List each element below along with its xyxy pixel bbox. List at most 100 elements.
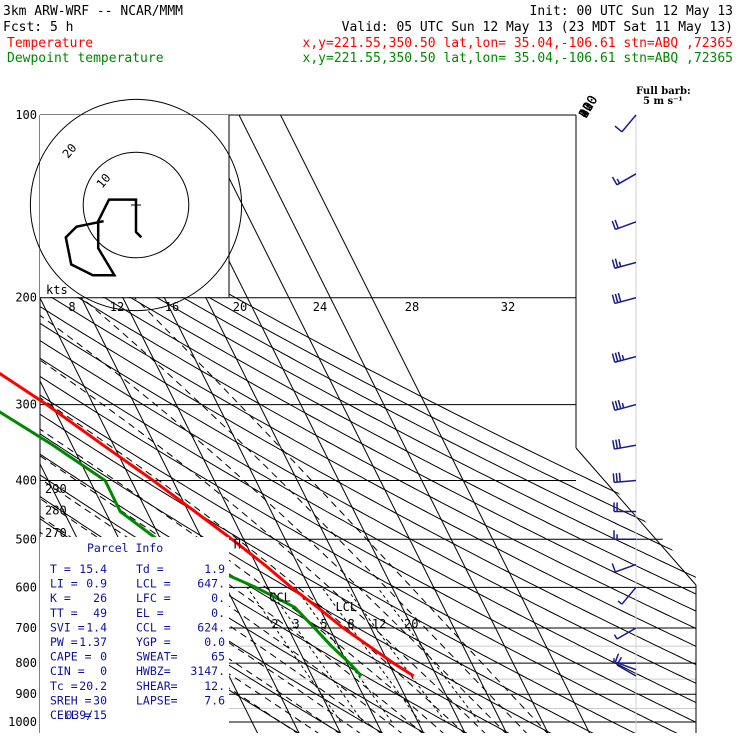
parcel-row-2-cell-3: 0. (211, 591, 225, 605)
hodograph-inset: 10 20 (29, 98, 243, 312)
parcel-row-0-cell-1: 15.4 (79, 562, 107, 576)
speed-label-28: 28 (405, 300, 419, 314)
dry-adiabat-460 (40, 115, 696, 733)
pressure-label-400: 400 (15, 473, 37, 487)
theta-left-label-280: 280 (45, 504, 67, 518)
speed-axis-labels: 8 12 16 20 24 28 32 (68, 300, 515, 314)
mixing-ratio-label-2: 2 (271, 617, 278, 631)
wind-barb-flag-250-0 (611, 353, 616, 363)
wind-barb-flag-400-0 (612, 473, 615, 483)
parcel-row-1-cell-3: 647. (197, 577, 225, 591)
moist-adiabat-0 (40, 297, 384, 733)
isotherm-label-10: 10 (576, 100, 597, 121)
speed-label-12: 12 (110, 300, 124, 314)
theta-labels: 370380390400410420430440290280270 (45, 482, 67, 540)
wind-barb-staff-125 (616, 173, 637, 186)
parcel-row-3-cell-3: 0. (211, 606, 225, 620)
wind-barb-halfflag-600 (617, 600, 623, 605)
moist-adiabat-grid (40, 297, 550, 733)
dry-adiabat-390 (40, 115, 696, 733)
parcel-row-8-cell-3: 12. (204, 679, 225, 693)
dry-adiabat-370 (40, 115, 696, 733)
parcel-row-9-cell-2: LAPSE= (136, 693, 178, 707)
pressure-label-200: 200 (15, 291, 37, 305)
hwbz-marker: H (234, 537, 241, 551)
parcel-info-background (40, 537, 229, 733)
wind-barb-175 (611, 258, 637, 269)
parcel-info-title: Parcel Info (87, 541, 163, 555)
wind-barb-staff-600 (621, 586, 637, 605)
model-title: 3km ARW-WRF -- NCAR/MMM (3, 4, 183, 19)
hodograph-trace (64, 198, 143, 277)
mixing-ratio-label-5: 5 (320, 617, 327, 631)
dewpoint-line (0, 410, 363, 678)
wind-barb-550 (611, 563, 637, 573)
parcel-row-6-cell-3: 65 (211, 650, 225, 664)
parcel-row-10-cell-1: 039/15 (65, 708, 107, 722)
hodograph-ring-20 (29, 98, 243, 312)
wind-barb-flag-175-1 (614, 258, 619, 268)
parcel-row-5-cell-2: YGP = (136, 635, 171, 649)
pressure-label-900: 900 (15, 687, 37, 701)
pressure-label-600: 600 (15, 580, 37, 594)
mixing-ratio-label-20: 20 (404, 617, 418, 631)
temperature-legend-coords: x,y=221.55,350.50 lat,lon= 35.04,-106.61… (303, 36, 733, 51)
dewpoint-legend-coords: x,y=221.55,350.50 lat,lon= 35.04,-106.61… (303, 51, 733, 66)
dewpoint-legend-label: Dewpoint temperature (7, 51, 164, 66)
wind-barb-flag-125-0 (611, 176, 618, 186)
wind-barb-flag-400-2 (618, 472, 621, 482)
init-time: Init: 00 UTC Sun 12 May 13 (530, 4, 734, 19)
pressure-label-700: 700 (15, 621, 37, 635)
parcel-row-8-cell-1: 20.2 (79, 679, 107, 693)
wind-barb-staff-300 (614, 403, 637, 412)
barb-legend-value: 5 m s⁻¹ (643, 96, 683, 107)
parcel-row-4-cell-3: 624. (197, 620, 225, 634)
mixing-ratio-labels: 2 3 5 8 12 20 (271, 617, 418, 631)
mixing-ratio-line-8 (321, 587, 421, 723)
wind-barb-flag-100-0 (614, 125, 623, 133)
parcel-row-1-cell-2: LCL = (136, 577, 171, 591)
pressure-label-800: 800 (15, 656, 37, 670)
lcl-marker: LCL (335, 600, 357, 614)
parcel-row-9-cell-1: 30 (93, 693, 107, 707)
temperature-line (0, 371, 415, 678)
moist-adiabat-25 (40, 297, 488, 733)
wind-barb-flag-550-0 (611, 563, 617, 573)
wind-barb-150 (611, 219, 637, 231)
parcel-row-5-cell-3: 0.0 (204, 635, 225, 649)
parcel-info-panel: Parcel Info T = 15.4 Td = 1.9 LI = 0.9 LCL = 64… (40, 537, 229, 733)
parcel-row-7-cell-2: HWBZ= (136, 664, 171, 678)
parcel-row-7-cell-0: CIN = (50, 664, 85, 678)
wind-barb-125 (611, 173, 637, 186)
wind-barb-flag-150-0 (611, 220, 617, 230)
mixing-ratio-line-12 (345, 587, 446, 723)
dry-adiabat-310 (40, 115, 555, 733)
wind-barb-flag-200-1 (614, 293, 619, 303)
speed-label-8: 8 (68, 300, 75, 314)
dry-adiabat-380 (40, 115, 696, 733)
barb-legend-title: Full barb: (636, 86, 691, 97)
wind-barb-flag-250-1 (614, 352, 619, 362)
wind-barb-staff-175 (614, 261, 637, 269)
wind-barb-300 (611, 399, 637, 412)
pressure-label-100: 100 (15, 108, 37, 122)
wind-barbs (611, 114, 637, 677)
wind-barb-flag-400-1 (615, 473, 618, 483)
parcel-row-5-cell-0: PW = (50, 635, 78, 649)
parcel-row-0-cell-3: 1.9 (204, 562, 225, 576)
dry-adiabat-440 (40, 115, 696, 733)
ccl-marker: CCL (269, 591, 291, 605)
valid-time: Valid: 05 UTC Sun 12 May 13 (23 MDT Sat … (342, 20, 733, 35)
parcel-row-4-cell-1: 1.4 (86, 620, 107, 634)
wind-barb-700 (613, 627, 637, 640)
wind-barb-350 (612, 439, 637, 450)
parcel-row-7-cell-1: 0 (100, 664, 107, 678)
wind-barb-staff-150 (615, 221, 637, 231)
parcel-row-10-cell-0: CELL = (50, 708, 92, 722)
parcel-row-0-cell-2: Td = (136, 562, 164, 576)
wind-barb-halfflag-250 (621, 354, 625, 361)
moist-adiabat-35 (81, 297, 529, 733)
wind-barb-halfflag-175 (618, 261, 622, 267)
wind-barb-250 (611, 351, 637, 363)
dry-adiabat-410 (40, 115, 696, 733)
